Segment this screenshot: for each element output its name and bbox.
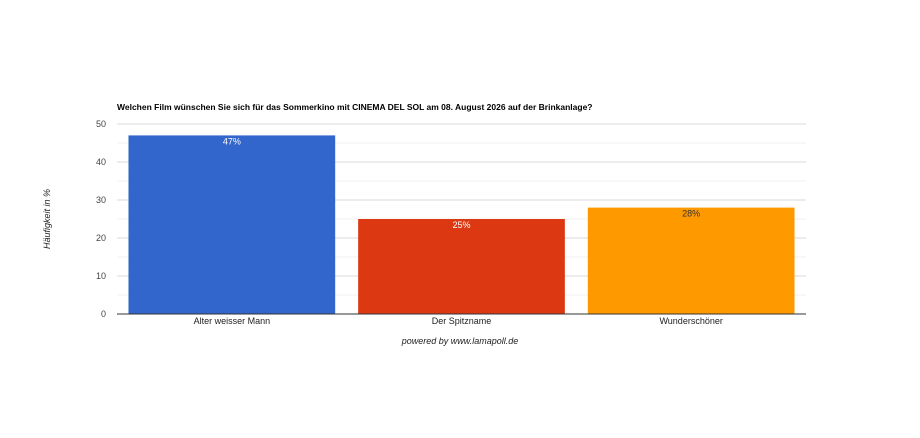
bars bbox=[128, 135, 795, 314]
bar bbox=[128, 135, 336, 314]
y-axis-ticks: 0 10 20 30 40 50 bbox=[96, 119, 106, 319]
y-tick-label: 50 bbox=[96, 119, 106, 129]
bar bbox=[587, 207, 795, 314]
data-labels: 47% 25% 28% bbox=[223, 136, 700, 230]
data-label: 28% bbox=[682, 209, 700, 219]
data-label: 25% bbox=[452, 220, 470, 230]
x-category-label: Der Spitzname bbox=[432, 316, 492, 326]
y-tick-label: 10 bbox=[96, 271, 106, 281]
bar bbox=[358, 219, 565, 314]
chart-title: Welchen Film wünschen Sie sich für das S… bbox=[117, 102, 593, 112]
data-label: 47% bbox=[223, 136, 241, 146]
y-tick-label: 20 bbox=[96, 233, 106, 243]
y-tick-label: 0 bbox=[101, 309, 106, 319]
x-category-label: Alter weisser Mann bbox=[194, 316, 271, 326]
x-category-label: Wunderschöner bbox=[659, 316, 722, 326]
footer-credit: powered by www.lamapoll.de bbox=[401, 336, 519, 346]
category-labels: Alter weisser Mann Der Spitzname Wundersch… bbox=[194, 316, 723, 326]
y-tick-label: 40 bbox=[96, 157, 106, 167]
y-tick-label: 30 bbox=[96, 195, 106, 205]
y-axis-label: Häufigkeit in % bbox=[42, 189, 52, 249]
